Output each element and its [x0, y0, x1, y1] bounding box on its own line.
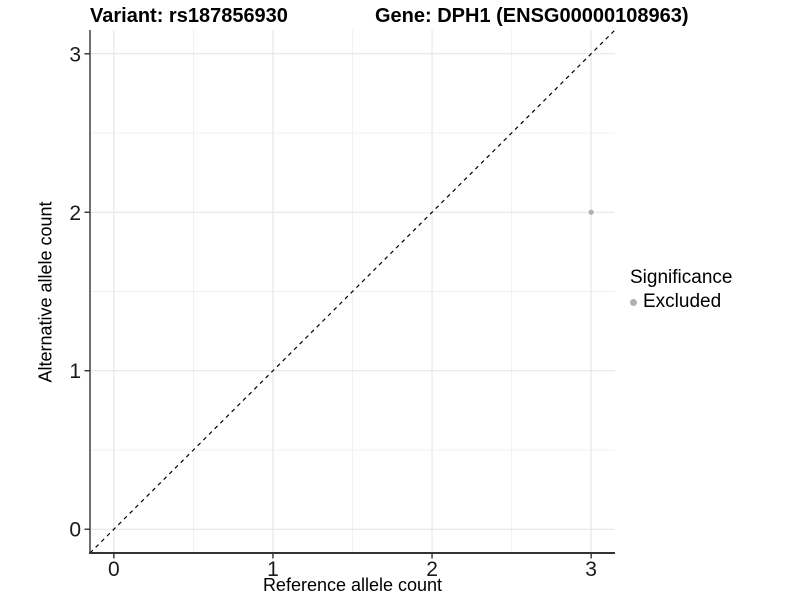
legend-title: Significance: [630, 267, 733, 288]
variant-title: Variant: rs187856930: [90, 5, 288, 27]
y-tick-label: 3: [69, 43, 81, 66]
identity-dashed-line: [89, 29, 616, 554]
gene-title: Gene: DPH1 (ENSG00000108963): [375, 5, 689, 27]
x-tick-label: 1: [267, 558, 279, 581]
y-tick-label: 1: [69, 360, 81, 383]
data-point: [588, 209, 594, 215]
legend-point-icon: [630, 298, 637, 306]
x-tick-label: 0: [108, 558, 120, 581]
x-tick-label: 2: [426, 558, 438, 581]
x-tick-label: 3: [585, 558, 597, 581]
y-tick-label: 0: [69, 519, 81, 542]
y-tick-label: 2: [69, 202, 81, 225]
x-axis-title: Reference allele count: [262, 575, 443, 595]
y-axis-title: Alternative allele count: [35, 201, 56, 383]
legend: Significance Excluded: [630, 266, 732, 314]
legend-item-excluded: Excluded: [630, 290, 732, 314]
legend-item-label: Excluded: [643, 291, 722, 312]
